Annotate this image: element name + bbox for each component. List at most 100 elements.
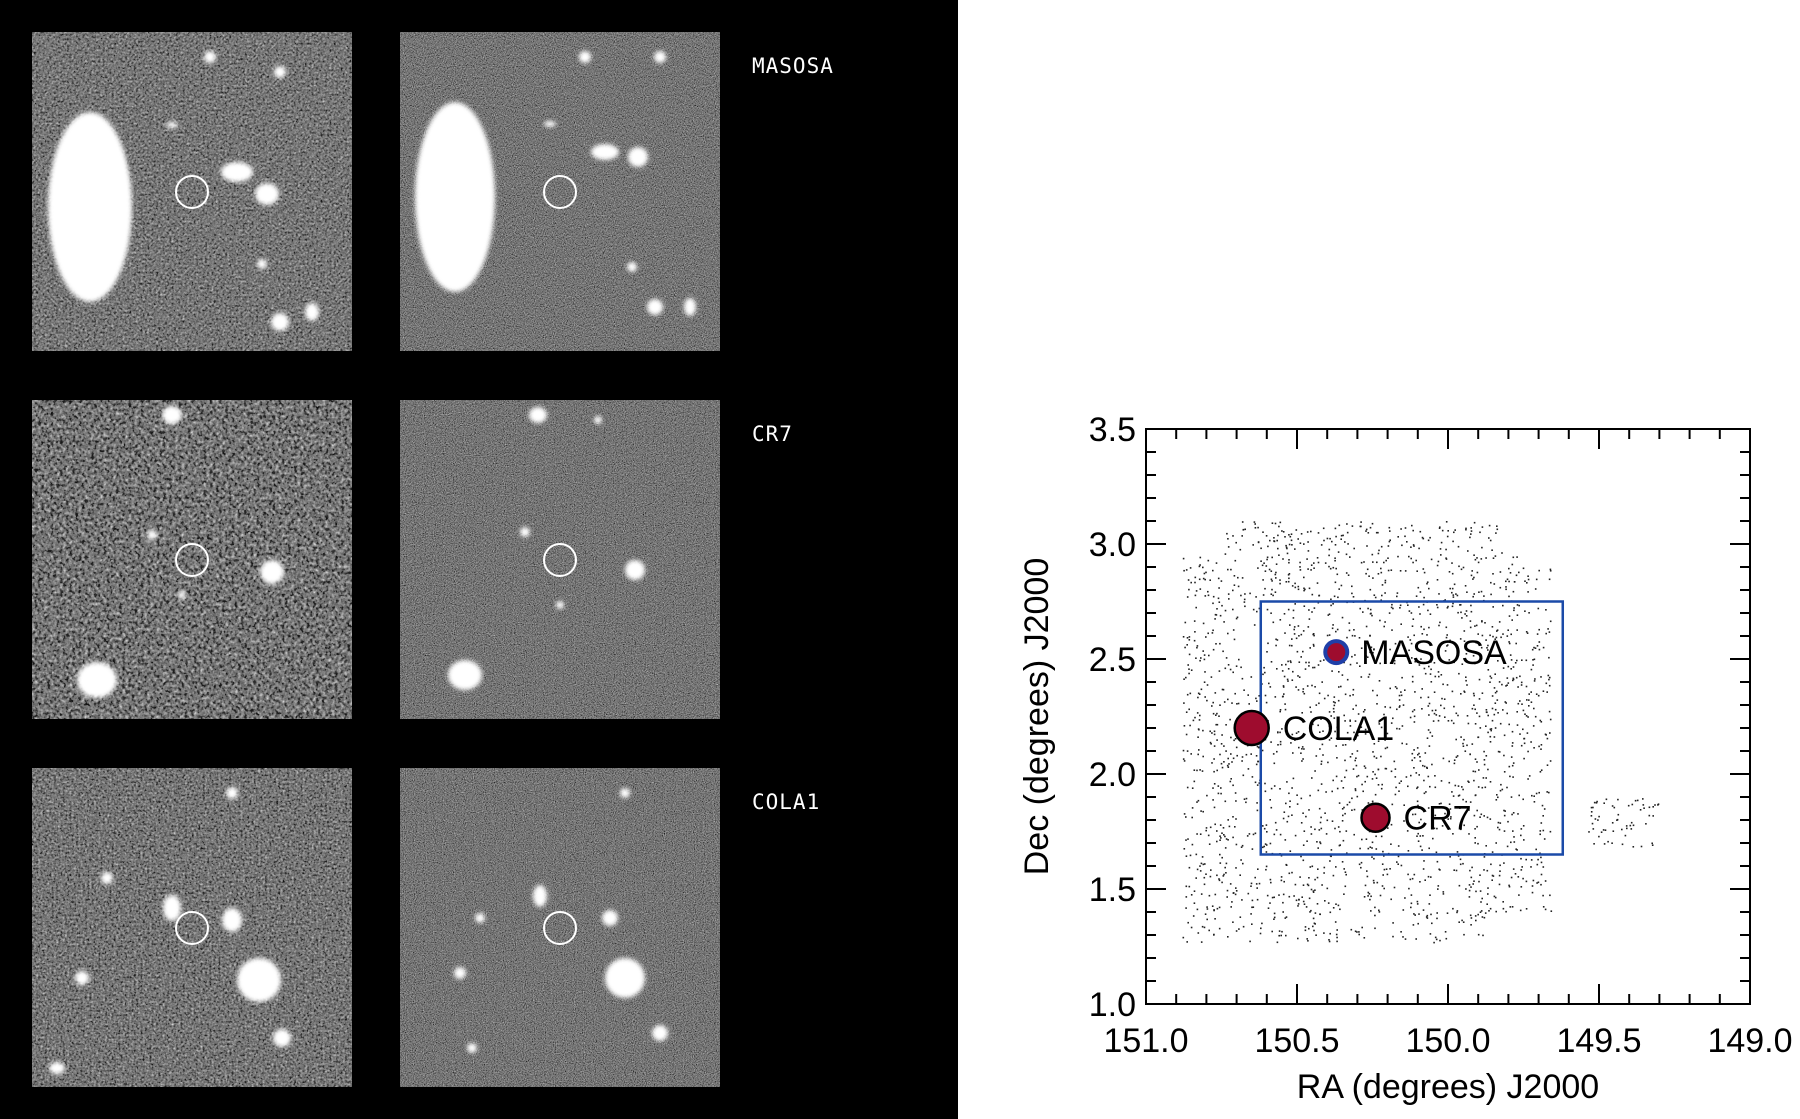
- survey-point: [1255, 763, 1258, 766]
- survey-point: [1348, 622, 1351, 624]
- survey-point: [1459, 604, 1461, 606]
- survey-point: [1415, 595, 1418, 597]
- survey-point: [1260, 560, 1262, 562]
- survey-point: [1534, 647, 1537, 649]
- survey-point: [1226, 764, 1229, 767]
- survey-point: [1400, 528, 1402, 530]
- survey-point: [1262, 673, 1264, 676]
- survey-point: [1522, 567, 1525, 570]
- stamp-image: [32, 400, 352, 719]
- survey-point: [1481, 786, 1484, 789]
- survey-point: [1494, 896, 1497, 899]
- survey-point: [1344, 759, 1346, 762]
- survey-point: [1288, 644, 1291, 647]
- survey-point: [1235, 843, 1238, 846]
- survey-point: [1335, 567, 1337, 570]
- survey-point: [1189, 692, 1192, 695]
- survey-point: [1449, 808, 1452, 810]
- survey-point: [1457, 855, 1460, 857]
- survey-point: [1234, 893, 1237, 896]
- survey-point: [1530, 859, 1533, 861]
- survey-point: [1357, 734, 1359, 737]
- object-label: COLA1: [1283, 710, 1395, 748]
- survey-point: [1430, 876, 1432, 878]
- survey-point: [1484, 786, 1487, 789]
- survey-point: [1481, 546, 1483, 549]
- survey-point: [1199, 659, 1201, 662]
- survey-point: [1522, 825, 1525, 827]
- source-blob: [75, 971, 89, 985]
- survey-point: [1384, 621, 1386, 623]
- survey-point: [1230, 906, 1232, 908]
- survey-point: [1279, 709, 1282, 711]
- survey-point: [1288, 792, 1290, 795]
- stamp-image: [400, 400, 720, 719]
- survey-point: [1199, 865, 1201, 867]
- survey-point: [1397, 845, 1400, 847]
- survey-point: [1343, 806, 1345, 809]
- survey-point: [1498, 874, 1501, 877]
- survey-point: [1288, 561, 1290, 564]
- survey-point: [1377, 740, 1380, 742]
- survey-point: [1528, 699, 1530, 701]
- survey-point: [1427, 729, 1430, 731]
- survey-point: [1333, 704, 1336, 707]
- survey-point: [1273, 537, 1275, 539]
- survey-point: [1384, 732, 1386, 735]
- source-blob: [652, 1025, 668, 1041]
- survey-point: [1459, 863, 1462, 866]
- survey-point: [1371, 614, 1373, 617]
- survey-point: [1271, 896, 1274, 899]
- survey-point: [1498, 681, 1501, 683]
- survey-point: [1398, 699, 1401, 701]
- survey-point: [1359, 665, 1361, 667]
- survey-point: [1212, 712, 1215, 715]
- survey-point: [1372, 561, 1374, 563]
- survey-point: [1432, 720, 1435, 722]
- x-axis-title: RA (degrees) J2000: [1297, 1068, 1599, 1106]
- survey-point: [1513, 841, 1516, 843]
- survey-point: [1422, 868, 1425, 870]
- survey-point: [1594, 818, 1597, 820]
- survey-point: [1453, 531, 1455, 534]
- survey-point: [1422, 603, 1425, 606]
- survey-point: [1612, 830, 1615, 832]
- survey-point: [1328, 711, 1331, 713]
- survey-point: [1266, 556, 1269, 559]
- survey-point: [1279, 521, 1282, 524]
- survey-point: [1380, 567, 1382, 570]
- source-blob: [222, 908, 242, 932]
- survey-point: [1216, 608, 1218, 610]
- survey-point: [1412, 813, 1414, 816]
- survey-point: [1532, 659, 1534, 661]
- survey-point: [1296, 794, 1298, 796]
- survey-point: [1499, 864, 1501, 867]
- survey-point: [1425, 916, 1428, 918]
- survey-point: [1190, 894, 1193, 896]
- survey-point: [1447, 720, 1450, 722]
- survey-point: [1186, 596, 1189, 598]
- survey-point: [1451, 587, 1454, 590]
- survey-point: [1510, 633, 1512, 636]
- survey-point: [1424, 879, 1426, 881]
- survey-point: [1196, 868, 1199, 871]
- survey-point: [1211, 762, 1213, 764]
- survey-point: [1479, 727, 1482, 729]
- survey-point: [1379, 619, 1381, 622]
- survey-point: [1489, 539, 1492, 542]
- survey-point: [1342, 814, 1344, 817]
- survey-point: [1411, 524, 1413, 527]
- survey-point: [1369, 635, 1371, 637]
- survey-point: [1428, 847, 1430, 850]
- survey-point: [1487, 887, 1489, 889]
- survey-point: [1474, 758, 1477, 760]
- survey-point: [1367, 847, 1370, 850]
- survey-point: [1329, 567, 1332, 570]
- survey-point: [1317, 868, 1319, 870]
- survey-point: [1205, 636, 1207, 638]
- survey-point: [1286, 552, 1289, 555]
- survey-point: [1221, 734, 1223, 736]
- survey-point: [1512, 776, 1514, 778]
- survey-point: [1260, 547, 1262, 550]
- survey-point: [1436, 917, 1438, 920]
